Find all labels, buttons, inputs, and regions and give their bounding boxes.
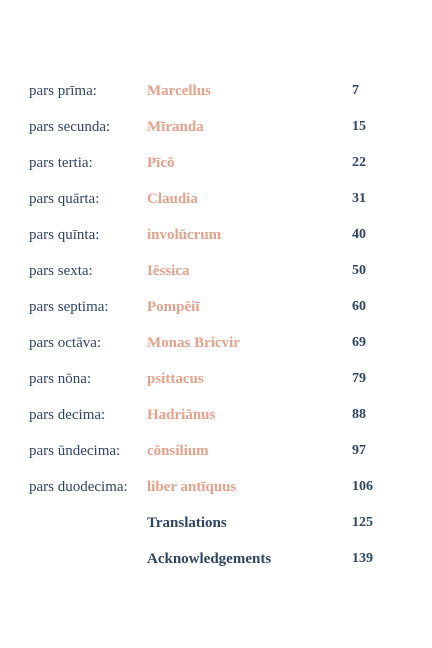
back-matter-title[interactable]: Translations (147, 515, 227, 531)
page-number: 22 (352, 155, 366, 170)
chapter-title[interactable]: involūcrum (147, 227, 222, 243)
page-number: 31 (352, 191, 366, 206)
page-number: 50 (352, 263, 366, 278)
page-number: 125 (352, 515, 373, 530)
page-number: 69 (352, 335, 366, 350)
chapter-title[interactable]: Hadriānus (147, 407, 216, 423)
page-number: 7 (352, 83, 359, 98)
chapter-title[interactable]: psittacus (147, 371, 204, 387)
toc-entry-10[interactable]: pars decima: Hadriānus 88 (0, 405, 432, 441)
toc-entry-12[interactable]: pars duodecima: liber antīquus 106 (0, 477, 432, 513)
part-number: pars decima: (29, 407, 106, 423)
toc-entry-3[interactable]: pars tertia: Pīcō 22 (0, 153, 432, 189)
part-number: pars octāva: (29, 335, 102, 351)
part-number: pars tertia: (29, 155, 93, 171)
toc-entry-7[interactable]: pars septima: Pompēiī 60 (0, 297, 432, 333)
page-number: 40 (352, 227, 366, 242)
part-number: pars secunda: (29, 119, 111, 135)
part-number: pars ūndecima: (29, 443, 121, 459)
page-number: 106 (352, 479, 373, 494)
chapter-title[interactable]: Claudia (147, 191, 198, 207)
page-number: 60 (352, 299, 366, 314)
chapter-title[interactable]: Marcellus (147, 83, 211, 99)
toc-entry-1[interactable]: pars prīma: Marcellus 7 (0, 81, 432, 117)
part-number: pars septima: (29, 299, 109, 315)
page-number: 97 (352, 443, 366, 458)
chapter-title[interactable]: Pīcō (147, 155, 175, 171)
page-number: 15 (352, 119, 366, 134)
toc-entry-6[interactable]: pars sexta: Iēssica 50 (0, 261, 432, 297)
part-number: pars quārta: (29, 191, 100, 207)
page-number: 139 (352, 551, 373, 566)
part-number: pars nōna: (29, 371, 92, 387)
chapter-title[interactable]: Iēssica (147, 263, 190, 279)
part-number: pars sexta: (29, 263, 93, 279)
toc-entry-11[interactable]: pars ūndecima: cōnsilium 97 (0, 441, 432, 477)
page-number: 88 (352, 407, 366, 422)
chapter-title[interactable]: Pompēiī (147, 299, 200, 315)
toc-entry-2[interactable]: pars secunda: Mīranda 15 (0, 117, 432, 153)
toc-entry-9[interactable]: pars nōna: psittacus 79 (0, 369, 432, 405)
back-matter-title[interactable]: Acknowledgements (147, 551, 272, 567)
page-number: 79 (352, 371, 366, 386)
part-number: pars duodecima: (29, 479, 128, 495)
chapter-title[interactable]: Monas Bricvir (147, 335, 240, 351)
toc-entry-8[interactable]: pars octāva: Monas Bricvir 69 (0, 333, 432, 369)
toc-entry-acknowledgements[interactable]: Acknowledgements 139 (0, 549, 432, 585)
toc-entry-translations[interactable]: Translations 125 (0, 513, 432, 549)
part-number: pars quīnta: (29, 227, 100, 243)
chapter-title[interactable]: liber antīquus (147, 479, 237, 495)
part-number: pars prīma: (29, 83, 97, 99)
toc-entry-5[interactable]: pars quīnta: involūcrum 40 (0, 225, 432, 261)
toc-entry-4[interactable]: pars quārta: Claudia 31 (0, 189, 432, 225)
chapter-title[interactable]: cōnsilium (147, 443, 209, 459)
chapter-title[interactable]: Mīranda (147, 119, 204, 135)
